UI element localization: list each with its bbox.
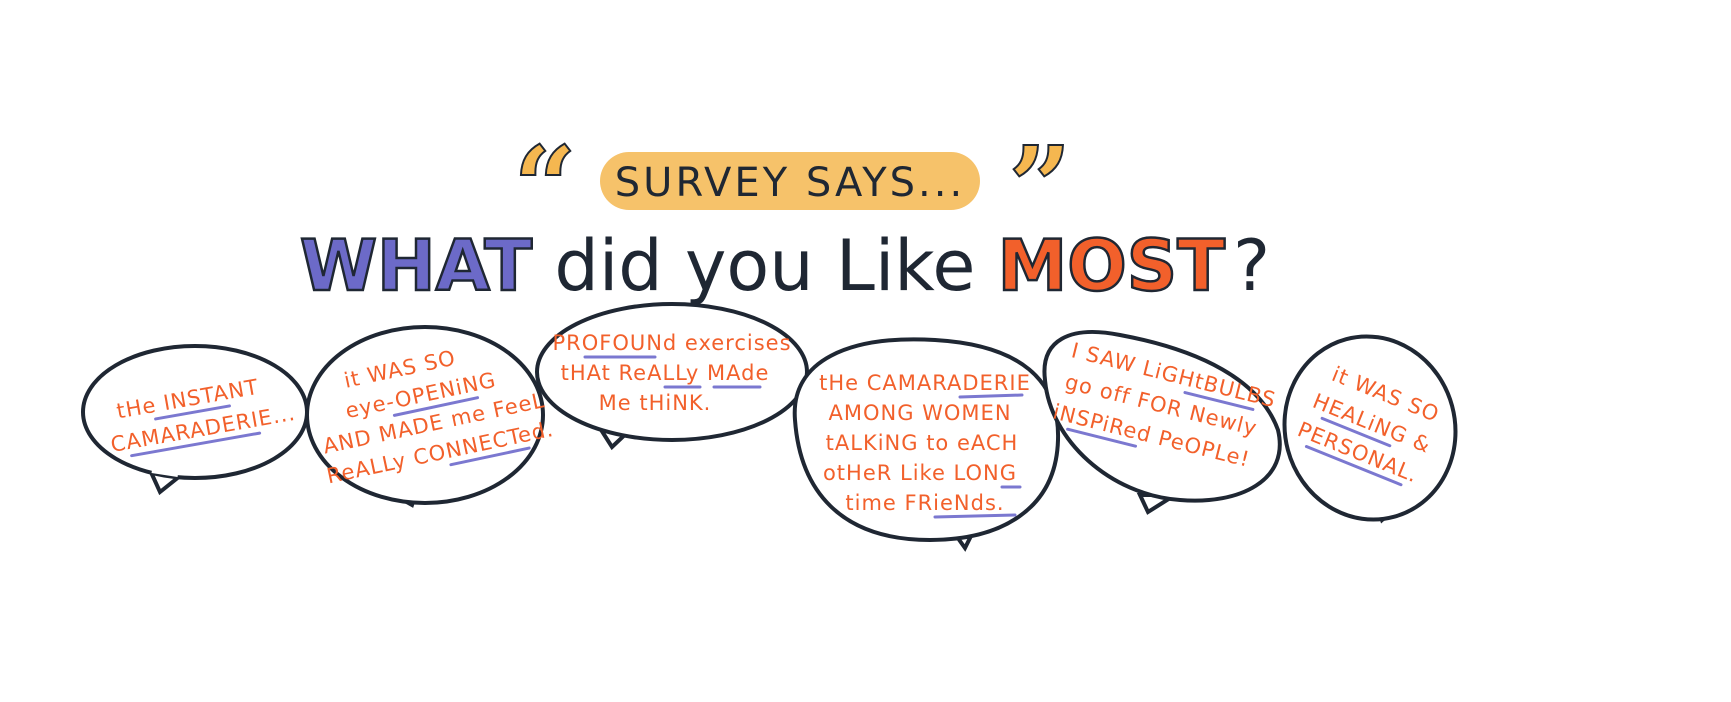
bubble-line: tHAt ReALLy MAde: [561, 361, 770, 385]
bubble-line: tHe CAMARADERIE: [819, 371, 1031, 395]
question-mark: ?: [1233, 225, 1270, 307]
speech-bubble: I SAW LiGHtBULBS go off FOR Newly iNSPiR…: [1042, 330, 1282, 515]
speech-bubble: tHe CAMARADERIE AMONG WOMEN tALKiNG to e…: [792, 337, 1061, 552]
bubble-line: Me tHiNK.: [599, 391, 712, 415]
open-quote-icon: “: [513, 122, 576, 251]
question-title: WHAT did you Like MOST?: [300, 225, 1270, 307]
speech-bubble: it WAS SO eye-OPENiNG AND MADE me FeeL R…: [305, 325, 556, 508]
banner-text: SURVEY SAYS...: [615, 160, 965, 206]
bubble-line: AMONG WOMEN: [828, 401, 1011, 425]
bubble-line: tALKiNG to eACH: [826, 431, 1019, 455]
question-most: MOST: [998, 225, 1226, 307]
speech-bubble: it WAS SO HEALiNG & PERSONAL.: [1282, 334, 1458, 524]
question-what: WHAT: [300, 225, 533, 307]
bubble-line: PROFOUNd exercises: [552, 331, 791, 355]
close-quote-icon: ”: [1008, 122, 1071, 251]
speech-bubble: PROFOUNd exercises tHAt ReALLy MAde Me t…: [535, 302, 809, 451]
speech-bubble: tHe INSTANT CAMARADERIE...: [81, 344, 309, 496]
survey-banner: SURVEY SAYS...: [600, 152, 980, 210]
bubble-line: time FRieNds.: [845, 491, 1004, 515]
question-middle: did you Like: [532, 225, 998, 307]
bubble-line: otHeR Like LONG: [823, 461, 1017, 485]
